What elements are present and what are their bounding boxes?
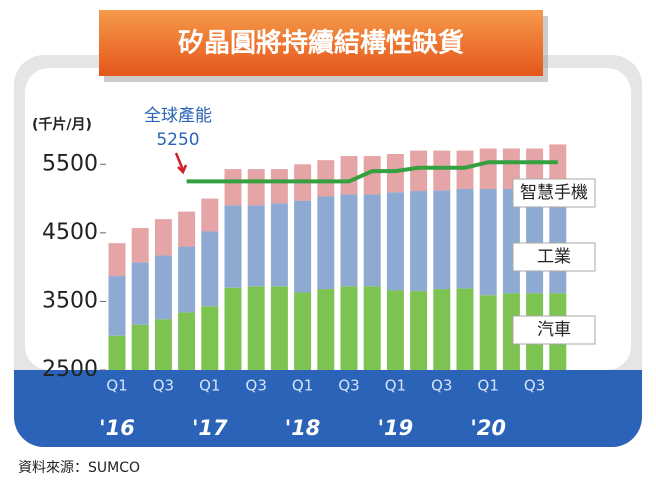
bar-segment (131, 262, 149, 325)
bar-segment (178, 211, 196, 247)
bar-segment (154, 319, 172, 370)
legend-label: 工業 (537, 247, 571, 267)
bar-segment (131, 324, 149, 370)
annotation: 全球產能 (144, 106, 212, 126)
bar-segment (317, 196, 335, 290)
bar-segment (433, 289, 451, 370)
year-band (14, 370, 642, 400)
bar-segment (340, 156, 358, 195)
bar-segment (410, 191, 428, 292)
bar-segment (108, 276, 126, 336)
legend-label: 智慧手機 (520, 183, 588, 203)
bar-segment (270, 203, 288, 287)
bar-segment (549, 144, 567, 189)
x-tick-label: Q1 (478, 377, 499, 395)
x-tick-label: Q1 (292, 377, 313, 395)
x-tick-label: Q3 (524, 377, 545, 395)
bar-segment (456, 150, 474, 189)
bar-segment (340, 194, 358, 287)
bar-segment (294, 200, 312, 293)
title-banner (99, 10, 543, 76)
legend-box (512, 242, 596, 272)
x-tick-label: Q1 (106, 377, 127, 395)
bar-segment (410, 291, 428, 370)
bar-segment (178, 312, 196, 370)
year-label: '17 (192, 416, 228, 440)
legend-box (512, 178, 596, 208)
legend-box (512, 315, 596, 345)
chart-title: 矽晶圓將持續結構性缺貨 (178, 28, 464, 59)
bar-segment (433, 190, 451, 290)
bar-segment (363, 194, 381, 287)
bar-segment (479, 148, 497, 189)
bar-segment (224, 205, 242, 288)
bar-segment (247, 286, 265, 370)
y-tick-label: 4500 (42, 220, 98, 245)
bar-segment (108, 243, 126, 277)
bar-segment (270, 169, 288, 204)
bar-segment (270, 286, 288, 370)
bar-segment (154, 255, 172, 320)
x-tick-label: Q1 (199, 377, 220, 395)
bar-segment (201, 306, 219, 370)
bar-segment (317, 289, 335, 370)
capacity-line (186, 160, 558, 184)
x-tick-label: Q3 (153, 377, 174, 395)
year-label: '19 (378, 416, 414, 440)
year-label: '20 (470, 416, 506, 440)
y-unit: (千片/月) (32, 116, 92, 133)
x-tick-label: Q1 (385, 377, 406, 395)
bar-segment (294, 292, 312, 370)
bar-segment (363, 156, 381, 195)
bar-segment (386, 192, 404, 291)
bar-segment (340, 286, 358, 370)
bar-segment (386, 154, 404, 193)
bar-segment (317, 160, 335, 197)
bar-segment (201, 231, 219, 307)
bar-segment (247, 169, 265, 206)
legend-label: 汽車 (537, 320, 571, 340)
arrow (174, 152, 188, 175)
annotation: 5250 (156, 130, 199, 150)
bar-segment (201, 198, 219, 232)
bar-segment (433, 150, 451, 191)
bar-segment (247, 205, 265, 287)
bars (108, 144, 567, 370)
bar-segment (108, 335, 126, 370)
year-label: '16 (99, 416, 135, 440)
x-tick-label: Q3 (431, 377, 452, 395)
bar-segment (154, 219, 172, 256)
year-label: '18 (285, 416, 321, 440)
bar-segment (456, 188, 474, 289)
bar-segment (224, 287, 242, 370)
bar-segment (224, 169, 242, 206)
bar-segment (131, 228, 149, 263)
y-tick-label: 3500 (42, 288, 98, 313)
y-tick-label: 2500 (42, 357, 98, 382)
y-tick-label: 5500 (42, 151, 98, 176)
x-tick-label: Q3 (246, 377, 267, 395)
bar-segment (479, 188, 497, 296)
bar-segment (502, 293, 520, 370)
bar-segment (386, 290, 404, 370)
bar-segment (479, 295, 497, 370)
source: 資料來源：SUMCO (18, 460, 140, 476)
bar-segment (178, 246, 196, 313)
bar-segment (456, 288, 474, 370)
bar-segment (363, 286, 381, 370)
bar-segment (410, 150, 428, 192)
x-tick-label: Q3 (338, 377, 359, 395)
